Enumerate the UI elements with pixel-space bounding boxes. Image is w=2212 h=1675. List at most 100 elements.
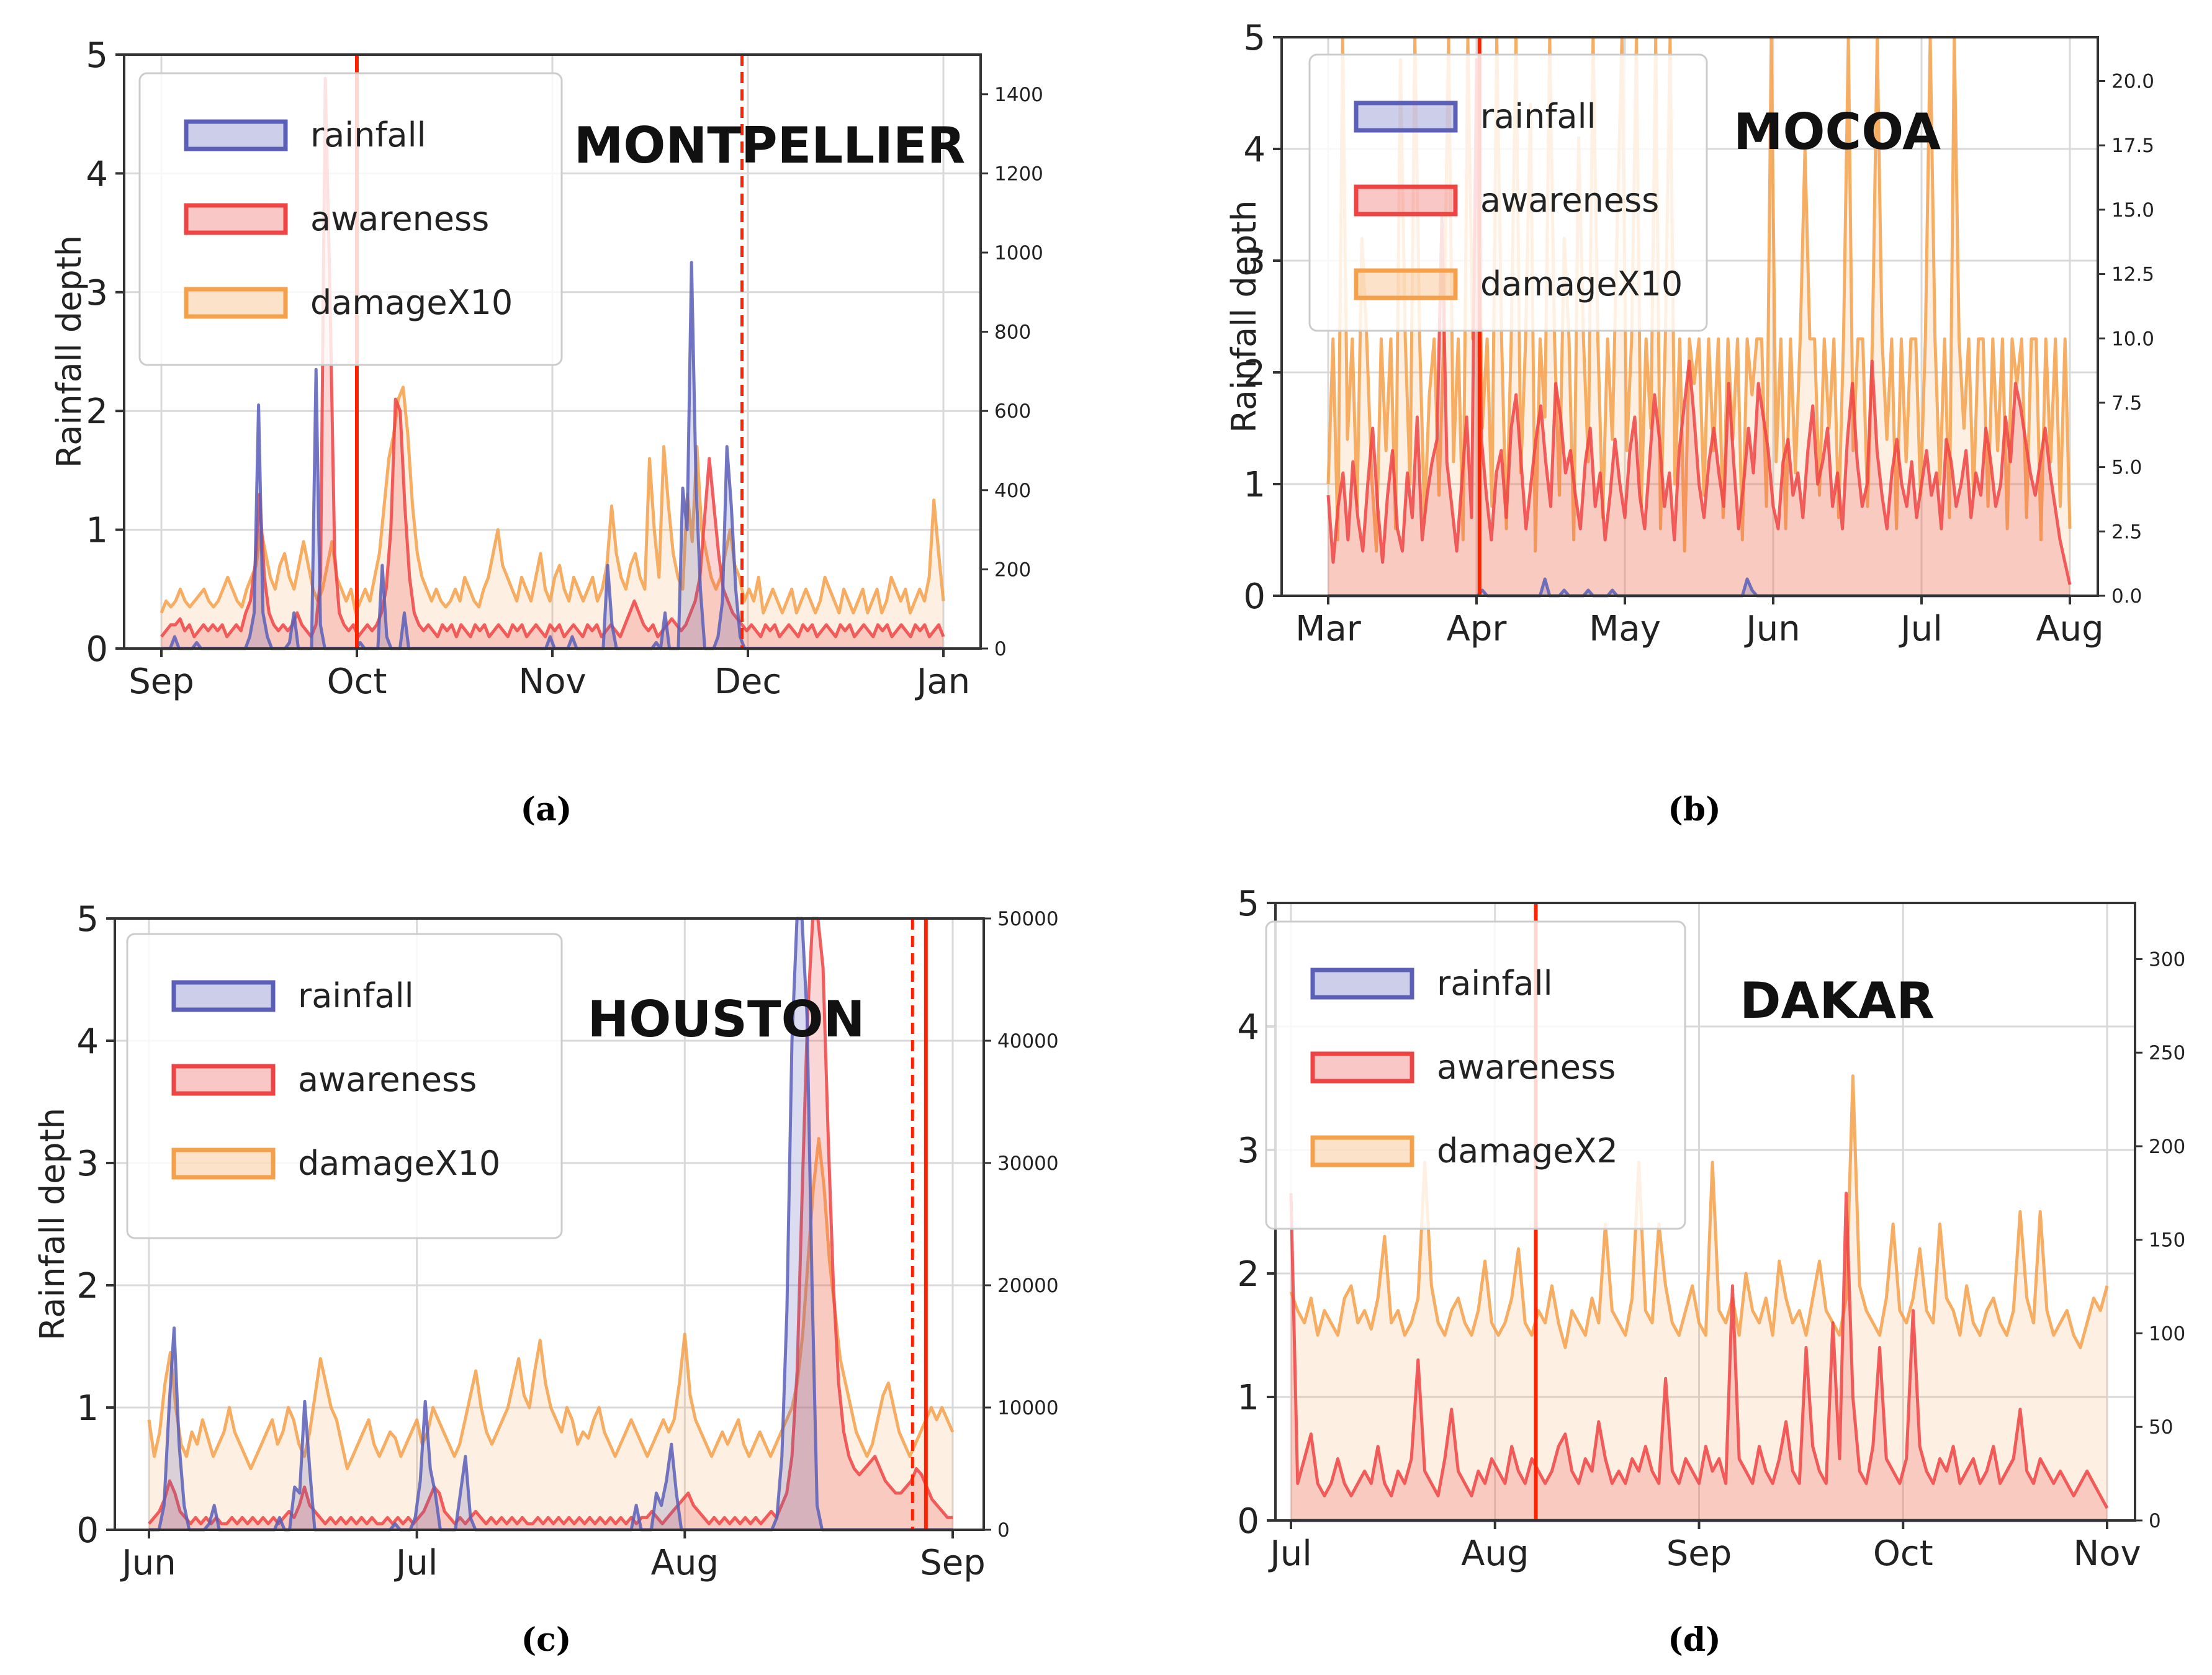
legend-swatch-rainfall	[1310, 968, 1414, 1000]
y-tick-label: 0	[86, 629, 108, 670]
y2-tick-label: 10.0	[2111, 328, 2154, 350]
y2-tick-label: 2.5	[2111, 521, 2142, 543]
legend-label-rainfall: rainfall	[298, 976, 414, 1015]
y-tick-label: 2	[76, 1266, 99, 1306]
legend-swatch-awareness	[184, 203, 288, 235]
x-tick-label: Nov	[2073, 1534, 2141, 1574]
y2-tick-label: 0	[2149, 1510, 2161, 1532]
legend-label-rainfall: rainfall	[310, 115, 426, 155]
series-area-damageX2	[1291, 1076, 2107, 1520]
x-tick-label: Jul	[1268, 1534, 1312, 1574]
y2-tick-label: 50000	[997, 908, 1059, 930]
x-tick-label: Oct	[327, 662, 387, 702]
y2-tick-label: 200	[994, 559, 1031, 581]
y2-tick-label: 1200	[994, 163, 1043, 185]
y-tick-label: 2	[1243, 353, 1266, 393]
y2-tick-label: 50	[2149, 1416, 2173, 1439]
x-tick-label: Jun	[1744, 609, 1801, 649]
x-tick-label: Aug	[1461, 1534, 1529, 1574]
y2-tick-label: 800	[994, 321, 1031, 344]
y2-tick-label: 400	[994, 480, 1031, 502]
y2-tick-label: 17.5	[2111, 135, 2154, 157]
y2-tick-label: 0	[994, 638, 1007, 660]
legend-box	[1308, 53, 1708, 332]
series-area-awareness	[1291, 1193, 2107, 1520]
series-area-awareness	[1328, 60, 2070, 596]
y-tick-label: 2	[86, 392, 108, 432]
y2-tick-label: 0.0	[2111, 585, 2142, 608]
x-tick-label: Aug	[651, 1543, 719, 1583]
legend-swatch-rainfall	[1354, 101, 1458, 133]
y-tick-label: 4	[86, 154, 108, 194]
caption-c: (c)	[521, 1621, 572, 1659]
legend-swatch-damageX10	[171, 1147, 276, 1180]
chart-title: DAKAR	[1740, 972, 1935, 1030]
legend-swatch-awareness	[1310, 1051, 1414, 1084]
legend-label-awareness: awareness	[298, 1060, 477, 1099]
panel-mocoa: 0 1 2 3 4 5 0.0 2.5 5.0 7.5 10.0 12.5 15.0 17.5 20.0 Ma…	[1225, 18, 2154, 649]
series-line-awareness	[148, 917, 953, 1525]
x-tick-label: Jul	[394, 1543, 438, 1583]
panel-montpellier: 0 1 2 3 4 5 0 200 400 600 800 1000 1200 1400 Sep Oct Nov…	[50, 35, 1043, 702]
x-tick-label: May	[1589, 609, 1661, 649]
panel-houston: 0 1 2 3 4 5 0 10000 20000 30000 40000 50000 Jun Jul Au…	[33, 899, 1059, 1583]
x-tick-label: Aug	[2036, 609, 2103, 649]
legend-label-rainfall: rainfall	[1437, 964, 1553, 1003]
x-tick-label: Sep	[128, 662, 194, 702]
x-tick-label: Nov	[518, 662, 586, 702]
y-axis-label: Rainfall depth	[1225, 200, 1264, 433]
plot-frame	[1280, 36, 2099, 597]
y-tick-label: 4	[1237, 1007, 1259, 1048]
x-tick-label: Sep	[920, 1543, 986, 1583]
x-tick-label: Sep	[1666, 1534, 1732, 1574]
chart-title: MONTPELLIER	[574, 117, 965, 174]
legend-swatch-rainfall	[171, 980, 276, 1012]
y-tick-label: 3	[1237, 1131, 1259, 1171]
y2-tick-label: 1000	[994, 242, 1043, 264]
legend-label-damageX2: damageX2	[1437, 1131, 1618, 1170]
x-tick-label: Jul	[1899, 609, 1943, 649]
legend-label-damageX10: damageX10	[310, 283, 513, 322]
y2-tick-label: 250	[2149, 1042, 2185, 1064]
y2-tick-label: 200	[2149, 1136, 2185, 1158]
series-line-damageX10	[147, 1137, 955, 1470]
caption-a: (a)	[521, 791, 572, 829]
x-tick-label: Jun	[120, 1543, 176, 1583]
caption-d: (d)	[1668, 1621, 1721, 1659]
legend-label-awareness: awareness	[1480, 181, 1659, 220]
y-tick-label: 3	[86, 273, 108, 313]
y-tick-label: 3	[76, 1144, 99, 1184]
y-tick-label: 3	[1243, 241, 1266, 282]
series-area-damageX10	[149, 1138, 953, 1530]
y-tick-label: 5	[1243, 18, 1266, 58]
y-tick-label: 5	[76, 899, 99, 940]
series-area-awareness	[149, 918, 953, 1530]
y-tick-label: 1	[1243, 465, 1266, 505]
series-area-rainfall	[149, 918, 953, 1530]
y-tick-label: 4	[76, 1022, 99, 1062]
legend-label-damageX10: damageX10	[1480, 264, 1683, 303]
y-tick-label: 0	[1243, 577, 1266, 617]
x-tick-label: Mar	[1295, 609, 1362, 649]
y2-tick-label: 0	[997, 1519, 1010, 1542]
y2-tick-label: 40000	[997, 1030, 1059, 1053]
y2-tick-label: 300	[2149, 948, 2185, 971]
y-tick-label: 0	[76, 1511, 99, 1551]
y-axis-label: Rainfall depth	[50, 235, 89, 468]
plot-frame	[114, 917, 985, 1531]
y2-tick-label: 600	[994, 400, 1031, 423]
y2-tick-label: 15.0	[2111, 199, 2154, 222]
legend-swatch-awareness	[1354, 184, 1458, 217]
chart-title: HOUSTON	[587, 990, 865, 1048]
y-axis-label: Rainfall depth	[33, 1108, 72, 1340]
legend-label-awareness: awareness	[310, 199, 489, 238]
y-tick-label: 5	[1237, 884, 1259, 924]
y2-tick-label: 10000	[997, 1397, 1059, 1419]
x-tick-label: Jan	[915, 662, 970, 702]
y2-tick-label: 150	[2149, 1229, 2185, 1252]
y2-tick-label: 20.0	[2111, 71, 2154, 93]
caption-b: (b)	[1668, 791, 1721, 829]
legend-label-awareness: awareness	[1437, 1048, 1616, 1087]
